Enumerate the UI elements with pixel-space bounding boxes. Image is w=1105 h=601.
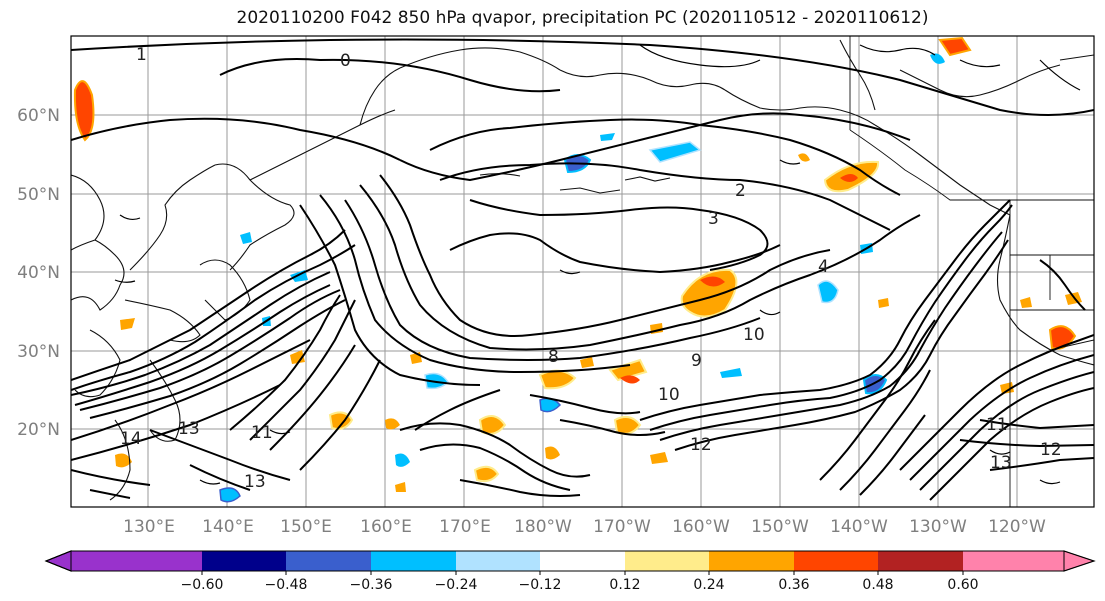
colorbar-tick-label: −0.12: [519, 577, 562, 593]
contour-label: 10: [743, 325, 765, 345]
contour-label: 1: [136, 45, 147, 65]
colorbar-swatch: [202, 551, 286, 571]
borders: [849, 36, 1094, 507]
colorbar-tick-label: 0.48: [862, 577, 893, 593]
lat-label-50n: 50°N: [17, 185, 60, 205]
contour-labels: 1 0 3 2 4 8 9 10 10 11 11 12 12 13 13 13…: [120, 45, 1062, 492]
lon-label: 170°W: [593, 517, 651, 537]
contour-label: 9: [691, 351, 702, 371]
lon-label: 120°W: [988, 517, 1046, 537]
lat-label-60n: 60°N: [17, 106, 60, 126]
lon-label: 150°W: [751, 517, 809, 537]
colorbar-swatches: [44, 550, 1096, 572]
lon-label: 140°E: [202, 517, 254, 537]
colorbar-swatch: [625, 551, 709, 571]
colorbar-swatch: [540, 551, 625, 571]
contour-label: 13: [990, 453, 1012, 473]
colorbar-ticks: −0.60 −0.48 −0.36 −0.24 −0.12 0.12 0.24 0.36 0.4…: [181, 571, 979, 593]
lat-label-30n: 30°N: [17, 342, 60, 362]
contour-label: 14: [120, 429, 142, 449]
lon-label: 130°W: [909, 517, 967, 537]
coastlines: [71, 39, 1094, 501]
colorbar-left-arrow-outline: [44, 550, 72, 572]
colorbar-swatch: [371, 551, 456, 571]
lon-label: 180°W: [514, 517, 572, 537]
contour-label: 12: [1040, 440, 1062, 460]
lat-label-20n: 20°N: [17, 420, 60, 440]
colorbar-tick-label: −0.48: [265, 577, 308, 593]
contour-label: 11: [251, 423, 273, 443]
colorbar-tick-label: 0.12: [609, 577, 640, 593]
colorbar-swatch: [709, 551, 794, 571]
colorbar-swatch: [794, 551, 878, 571]
contour-label: 8: [548, 347, 559, 367]
contour-label: 11: [986, 415, 1008, 435]
colorbar: −0.60 −0.48 −0.36 −0.24 −0.12 0.12 0.24 0.36 0.4…: [44, 550, 1096, 593]
map-frame: [70, 35, 1095, 508]
contour-label: 12: [690, 435, 712, 455]
lon-label: 160°E: [360, 517, 412, 537]
lon-label: 130°E: [123, 517, 175, 537]
contour-label: 13: [244, 472, 266, 492]
colorbar-arrow-low: [44, 550, 72, 572]
map-title: 2020110200 F042 850 hPa qvapor, precipit…: [236, 8, 929, 28]
qvapor-contours: [71, 38, 1094, 501]
colorbar-tick-label: 0.36: [778, 577, 809, 593]
longitude-labels: 130°E 140°E 150°E 160°E 170°E 180°W 170°W 160°W…: [123, 517, 1046, 537]
contour-label: 3: [708, 209, 719, 229]
colorbar-arrow-high: [1063, 550, 1096, 572]
lon-label: 170°E: [439, 517, 491, 537]
colorbar-tick-label: −0.24: [435, 577, 478, 593]
lon-label: 140°W: [830, 517, 888, 537]
colorbar-tick-label: 0.24: [693, 577, 724, 593]
colorbar-swatch: [71, 551, 202, 571]
contour-label: 4: [818, 257, 829, 277]
lat-label-40n: 40°N: [17, 263, 60, 283]
fine-contours: [114, 44, 1081, 485]
contour-label: 10: [658, 385, 680, 405]
map-panel: [70, 35, 1095, 508]
colorbar-swatch: [286, 551, 371, 571]
contour-label: 13: [178, 419, 200, 439]
colorbar-tick-label: −0.60: [181, 577, 224, 593]
lon-label: 150°E: [280, 517, 332, 537]
colorbar-swatch: [878, 551, 963, 571]
contour-label: 0: [340, 51, 351, 71]
colorbar-tick-label: −0.36: [350, 577, 393, 593]
lon-label: 160°W: [672, 517, 730, 537]
colorbar-swatch: [456, 551, 540, 571]
colorbar-tick-label: 0.60: [947, 577, 978, 593]
colorbar-swatch: [963, 551, 1064, 571]
latitude-labels: 60°N 50°N 40°N 30°N 20°N: [17, 106, 60, 440]
contour-label: 2: [735, 181, 746, 201]
